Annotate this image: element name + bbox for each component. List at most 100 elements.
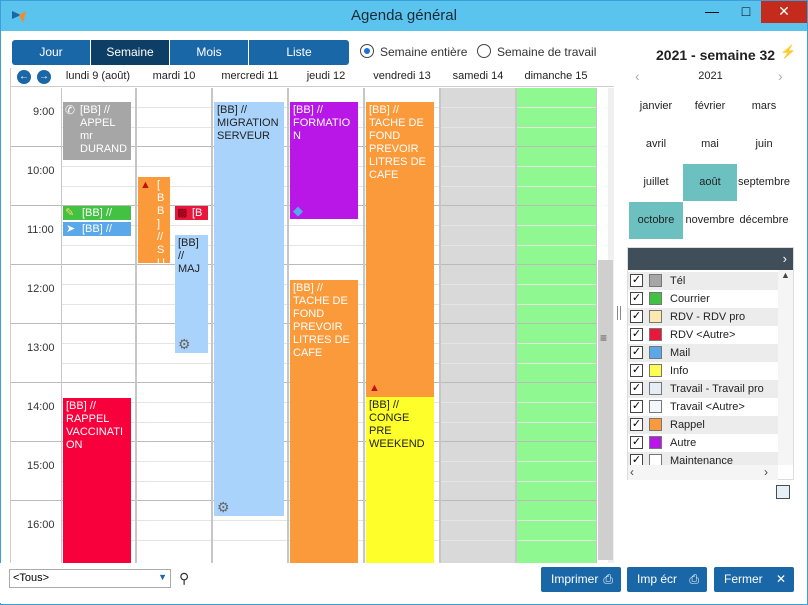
title-bar: Agenda général — □ ✕: [1, 1, 807, 31]
print-label: Imprimer: [551, 572, 599, 586]
checkbox[interactable]: ✓: [630, 382, 643, 395]
prev-year-button[interactable]: ‹: [635, 68, 640, 84]
event-rappel-vaccination[interactable]: [BB] // RAPPEL VACCINATION: [63, 398, 131, 563]
scroll-right-icon[interactable]: ›: [764, 465, 768, 479]
legend-scrollbar[interactable]: ▲: [778, 270, 793, 465]
legend-item[interactable]: ✓ Courrier: [628, 290, 778, 308]
time-label: 14:00: [27, 401, 55, 413]
checkbox[interactable]: ✓: [630, 364, 643, 377]
legend-item[interactable]: ✓ Tél: [628, 272, 778, 290]
legend-item[interactable]: ✓ RDV - RDV pro: [628, 308, 778, 326]
event-text: [BB] // CONGE PRE WEEKEND: [369, 399, 425, 450]
legend-horizontal-scrollbar[interactable]: ‹ ›: [628, 465, 778, 480]
event-text: [BB] // MIGRATION SERVEUR: [217, 104, 279, 142]
event-conge-pre-weekend[interactable]: [BB] // CONGE PRE WEEKEND: [366, 397, 434, 563]
tab-mois[interactable]: Mois: [170, 40, 248, 65]
cube-icon: ◆: [293, 203, 303, 218]
app-logo-icon: [12, 11, 26, 23]
month-fevrier[interactable]: février: [694, 100, 726, 112]
checkbox[interactable]: ✓: [630, 292, 643, 305]
color-swatch: [649, 274, 662, 287]
alarm-icon: ▲: [369, 382, 380, 394]
month-juillet[interactable]: juillet: [643, 176, 669, 188]
search-icon[interactable]: ⚲: [179, 570, 190, 586]
print-screen-button[interactable]: Imp écr ⎙: [627, 567, 707, 592]
chevron-right-icon[interactable]: ›: [782, 251, 787, 266]
time-label: 12:00: [27, 283, 55, 295]
event-sul[interactable]: ▲ [BB] // SUL: [138, 177, 170, 263]
splitter-handle[interactable]: [617, 306, 621, 320]
prev-week-button[interactable]: ←: [17, 70, 31, 84]
event-mail[interactable]: ➤ [BB] //: [63, 222, 131, 236]
legend-item[interactable]: ✓ Rappel: [628, 416, 778, 434]
lightning-icon: ⚡: [780, 44, 797, 59]
event-maj[interactable]: [BB] // MAJ ⚙: [175, 235, 208, 353]
event-formation[interactable]: [BB] // FORMATION ◆: [290, 102, 358, 219]
event-appel-durand[interactable]: ✆ [BB] // APPEL mr DURAND: [63, 102, 131, 160]
checkbox[interactable]: ✓: [630, 418, 643, 431]
radio-semaine-travail[interactable]: [477, 44, 491, 58]
color-swatch: [649, 436, 662, 449]
event-tache-fond-vendredi[interactable]: [BB] // TACHE DE FOND PREVOIR LITRES DE …: [366, 102, 434, 397]
legend-item[interactable]: ✓ Mail: [628, 344, 778, 362]
close-window-button[interactable]: ✕: [761, 1, 807, 23]
tab-liste[interactable]: Liste: [249, 40, 349, 65]
month-septembre[interactable]: septembre: [738, 176, 790, 188]
event-courrier[interactable]: ✎ [BB] //: [63, 206, 131, 220]
print-button[interactable]: Imprimer ⎙: [541, 567, 621, 592]
legend-label: Info: [670, 365, 689, 377]
year-calendar: ‹ 2021 › janvier février mars avril mai …: [627, 66, 794, 240]
week-calendar: ← → lundi 9 (août) mardi 10 mercredi 11 …: [10, 68, 614, 563]
minimize-button[interactable]: —: [705, 3, 719, 19]
column-sun[interactable]: [516, 88, 596, 563]
close-icon: ✕: [775, 572, 786, 586]
checkbox[interactable]: ✓: [630, 400, 643, 413]
gear-icon: ⚙: [217, 499, 230, 515]
radio-semaine-entiere[interactable]: [360, 44, 374, 58]
event-rdv-autre[interactable]: ▩ [BB]: [175, 206, 208, 220]
month-novembre[interactable]: novembre: [685, 214, 735, 226]
month-janvier[interactable]: janvier: [639, 100, 673, 112]
radio-semaine-travail-label: Semaine de travail: [497, 45, 597, 59]
checkbox[interactable]: ✓: [630, 346, 643, 359]
time-label: 15:00: [27, 460, 55, 472]
checkbox[interactable]: ✓: [630, 310, 643, 323]
legend-label: Rappel: [670, 419, 705, 431]
checkbox[interactable]: ✓: [630, 274, 643, 287]
dropdown-arrow-icon[interactable]: ▼: [158, 572, 167, 582]
tab-jour[interactable]: Jour: [12, 40, 90, 65]
scroll-left-icon[interactable]: ‹: [630, 465, 634, 479]
legend-item[interactable]: ✓ Autre: [628, 434, 778, 452]
month-octobre[interactable]: octobre: [629, 202, 683, 239]
column-sat[interactable]: [440, 88, 516, 563]
export-icon[interactable]: [776, 485, 790, 499]
checkbox[interactable]: ✓: [630, 436, 643, 449]
color-swatch: [649, 364, 662, 377]
month-mai[interactable]: mai: [701, 138, 719, 150]
legend-item[interactable]: ✓ Travail <Autre>: [628, 398, 778, 416]
category-legend: › ✓ Tél ✓ Courrier ✓ RDV - RDV pro ✓ RDV <Autre…: [627, 247, 794, 480]
legend-item[interactable]: ✓ Travail - Travail pro: [628, 380, 778, 398]
legend-item[interactable]: ✓ RDV <Autre>: [628, 326, 778, 344]
filter-select[interactable]: <Tous> ▼: [9, 569, 171, 588]
checkbox[interactable]: ✓: [630, 328, 643, 341]
close-button[interactable]: Fermer ✕: [714, 567, 794, 592]
maximize-button[interactable]: □: [741, 3, 751, 19]
month-aout[interactable]: août: [683, 164, 737, 201]
event-tache-fond-jeudi[interactable]: [BB] // TACHE DE FOND PREVOIR LITRES DE …: [290, 280, 358, 563]
event-migration-serveur[interactable]: [BB] // MIGRATION SERVEUR ⚙: [214, 102, 284, 516]
legend-item[interactable]: ✓ Info: [628, 362, 778, 380]
month-avril[interactable]: avril: [645, 138, 667, 150]
month-decembre[interactable]: décembre: [739, 214, 789, 226]
menu-grip-icon[interactable]: ≡: [600, 331, 608, 345]
legend-label: RDV <Autre>: [670, 329, 736, 341]
month-juin[interactable]: juin: [755, 138, 773, 150]
calendar-scroll-thumb[interactable]: [598, 260, 613, 560]
tab-semaine[interactable]: Semaine: [91, 40, 169, 65]
next-year-button[interactable]: ›: [778, 68, 783, 84]
scroll-up-icon[interactable]: ▲: [781, 270, 790, 280]
next-week-button[interactable]: →: [37, 70, 51, 84]
month-mars[interactable]: mars: [751, 100, 777, 112]
time-label: 11:00: [27, 224, 54, 236]
event-text: [BB] // TACHE DE FOND PREVOIR LITRES DE …: [369, 104, 426, 181]
